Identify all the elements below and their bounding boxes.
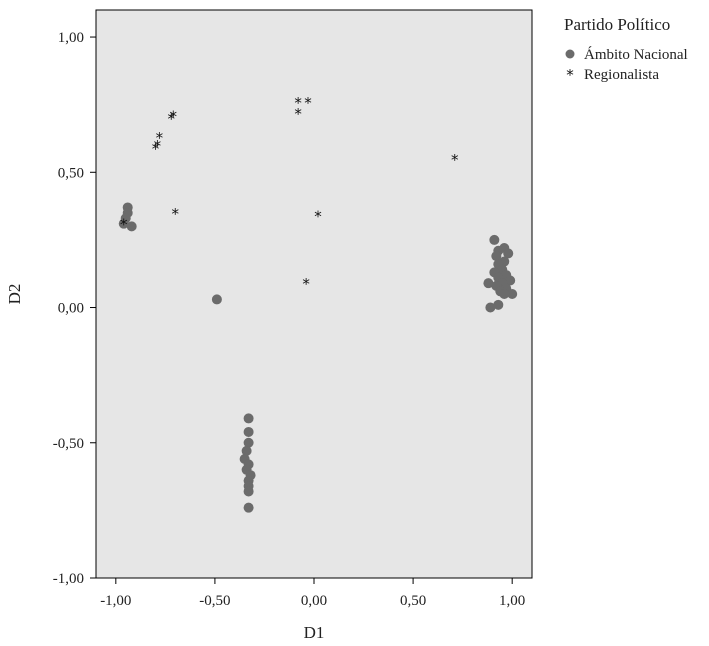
y-axis: -1,00 -0,50 0,00 0,50 1,00 — [53, 30, 96, 587]
regionalista-point: * — [168, 110, 176, 128]
regionalista-point: * — [170, 107, 178, 125]
regionalista-point: * — [172, 205, 180, 223]
x-tick-label: 0,00 — [301, 593, 327, 609]
y-tick-label: -0,50 — [53, 436, 84, 452]
regionalista-point: * — [304, 94, 312, 112]
nacional-point — [507, 289, 518, 299]
nacional-point — [493, 299, 504, 310]
regionalista-point: * — [120, 216, 128, 234]
y-tick-label: 0,00 — [58, 301, 84, 317]
nacional-point — [491, 251, 502, 262]
regionalista-point: * — [294, 94, 302, 112]
y-tick-label: 0,50 — [58, 165, 84, 181]
legend-star-icon: * — [566, 66, 574, 84]
x-tick-label: -1,00 — [100, 593, 131, 609]
nacional-point — [241, 445, 252, 456]
nacional-point — [505, 275, 516, 286]
nacional-point — [499, 289, 510, 299]
nacional-point — [483, 278, 494, 289]
nacional-point — [243, 437, 254, 448]
y-tick-label: 1,00 — [58, 30, 84, 46]
legend-title: Partido Político — [564, 15, 670, 34]
legend: Partido Político Ámbito Nacional * Regio… — [564, 15, 688, 84]
nacional-point — [243, 486, 254, 497]
legend-label-ambito-nacional: Ámbito Nacional — [584, 46, 688, 63]
nacional-point — [243, 413, 254, 424]
x-tick-label: 0,50 — [400, 593, 426, 609]
regionalista-point: * — [314, 208, 322, 226]
legend-label-regionalista: Regionalista — [584, 67, 659, 83]
plot-area — [95, 9, 533, 579]
regionalista-point: * — [302, 275, 310, 293]
x-tick-label: 1,00 — [499, 593, 525, 609]
regionalista-point: * — [294, 105, 302, 123]
nacional-point — [211, 294, 222, 305]
nacional-point — [118, 218, 129, 229]
nacional-point — [243, 502, 254, 513]
y-axis-title: D2 — [5, 284, 24, 305]
regionalista-point: * — [152, 140, 160, 158]
legend-circle-icon — [565, 49, 575, 59]
regionalista-point: * — [156, 129, 164, 147]
nacional-point — [485, 302, 496, 313]
nacional-point — [503, 248, 514, 259]
x-axis-title: D1 — [304, 623, 325, 642]
nacional-point — [489, 234, 500, 245]
x-axis: -1,00 -0,50 0,00 0,50 1,00 — [100, 578, 525, 609]
nacional-point — [243, 426, 254, 437]
regionalista-point: * — [451, 151, 459, 169]
x-tick-label: -0,50 — [199, 593, 230, 609]
nacional-point — [126, 221, 137, 232]
regionalista-point: * — [154, 137, 162, 155]
y-tick-label: -1,00 — [53, 571, 84, 587]
data-points: ******** ***** — [118, 94, 518, 513]
